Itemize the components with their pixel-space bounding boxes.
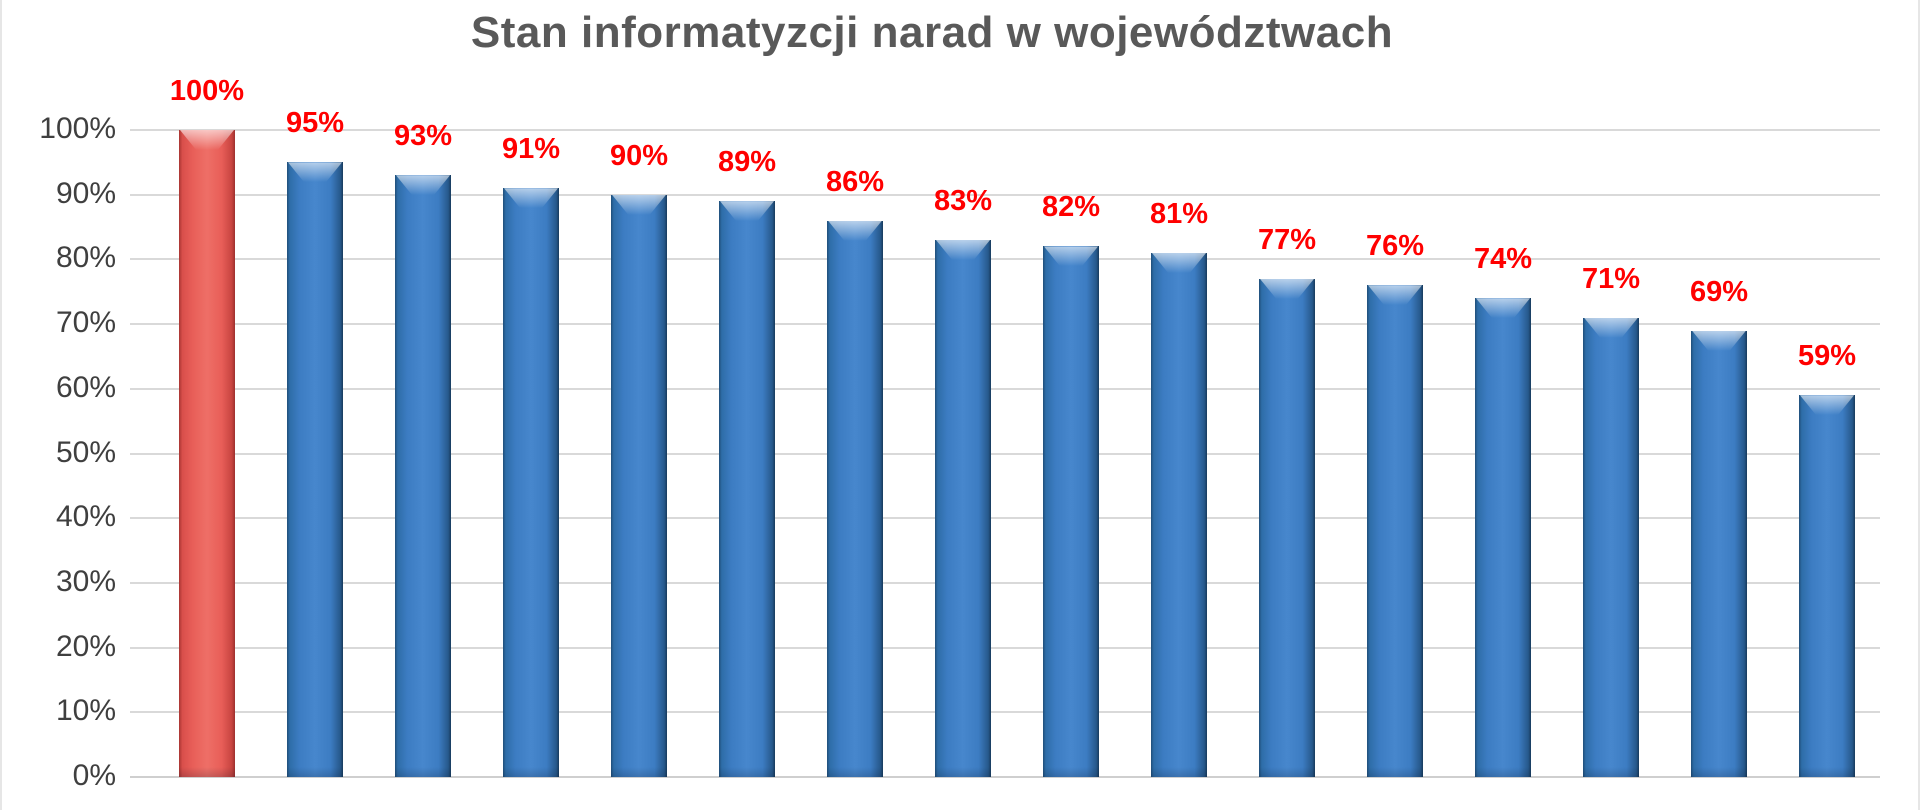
gridline bbox=[130, 129, 1880, 131]
bar-value-label: 93% bbox=[393, 120, 453, 153]
y-tick-label: 40% bbox=[55, 500, 116, 534]
gridline bbox=[130, 646, 1880, 649]
bar-value-label: 100% bbox=[169, 75, 245, 107]
gridline bbox=[130, 323, 1880, 326]
bar bbox=[1691, 330, 1747, 778]
gridline bbox=[130, 387, 1880, 390]
bar bbox=[719, 201, 775, 777]
gridline bbox=[130, 517, 1880, 520]
gridline bbox=[130, 776, 1880, 778]
bar bbox=[611, 194, 667, 778]
bar bbox=[287, 162, 343, 777]
plot-area: 100% 95% 93% 91% 90% 89% 86% 83% 82% 81% 77% 76% 74%… bbox=[130, 75, 1880, 778]
bar-value-label: 90% bbox=[609, 139, 669, 172]
bar bbox=[503, 188, 559, 777]
y-tick-label: 50% bbox=[55, 435, 116, 469]
bar-value-label: 71% bbox=[1581, 262, 1641, 295]
bar-highlight bbox=[179, 130, 235, 777]
gridline bbox=[130, 193, 1880, 196]
y-axis: 100% 90% 80% 70% 60% 50% 40% 30% 20% 10% 0% bbox=[2, 112, 120, 792]
bar bbox=[1799, 395, 1855, 777]
y-tick-label: 10% bbox=[55, 694, 116, 728]
bar bbox=[935, 240, 991, 777]
bar-value-label: 86% bbox=[825, 165, 885, 198]
gridline bbox=[130, 581, 1880, 584]
bar bbox=[1475, 298, 1531, 777]
bar bbox=[1367, 285, 1423, 777]
bar bbox=[827, 220, 883, 778]
bar bbox=[395, 175, 451, 777]
chart-title: Stan informatyzcji narad w województwach bbox=[470, 8, 1394, 57]
bar-value-label: 59% bbox=[1797, 340, 1857, 373]
gridline bbox=[130, 711, 1880, 714]
bar-value-label: 82% bbox=[1041, 191, 1101, 224]
bar-value-label: 91% bbox=[501, 133, 561, 166]
bar-value-label: 77% bbox=[1257, 223, 1317, 256]
bar-value-label: 95% bbox=[285, 107, 345, 140]
y-tick-label: 60% bbox=[55, 370, 116, 404]
bar bbox=[1259, 278, 1315, 778]
y-tick-label: 90% bbox=[55, 176, 116, 210]
y-tick-label: 70% bbox=[55, 306, 116, 340]
bar bbox=[1151, 252, 1207, 778]
bar-value-label: 89% bbox=[717, 146, 777, 179]
gridline bbox=[130, 258, 1880, 261]
bar-value-label: 76% bbox=[1365, 230, 1425, 263]
bar-value-label: 69% bbox=[1689, 275, 1749, 308]
y-tick-label: 20% bbox=[55, 629, 116, 663]
gridline bbox=[130, 452, 1880, 455]
y-tick-label: 30% bbox=[55, 564, 116, 598]
bar-value-label: 74% bbox=[1473, 243, 1533, 276]
bar-value-label: 81% bbox=[1149, 197, 1209, 230]
y-tick-label: 100% bbox=[39, 112, 116, 145]
bar-value-label: 83% bbox=[933, 185, 993, 217]
bar bbox=[1583, 317, 1639, 778]
y-tick-label: 0% bbox=[72, 759, 116, 792]
y-tick-label: 80% bbox=[55, 241, 116, 275]
bar bbox=[1043, 246, 1099, 777]
